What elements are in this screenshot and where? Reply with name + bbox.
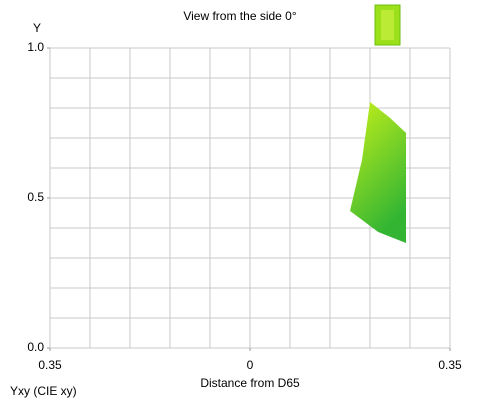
y-tick-label: 0.5 [27, 190, 44, 204]
y-tick-label: 1.0 [27, 40, 44, 54]
gamut-area [350, 102, 406, 243]
y-axis-label: Y [33, 21, 41, 35]
x-tick-label: 0.35 [38, 358, 62, 372]
chart-title: View from the side 0° [183, 9, 296, 23]
x-tick-label: 0.35 [438, 358, 462, 372]
y-tick-label: 0.0 [27, 340, 44, 354]
thumbnail-detail [381, 10, 394, 40]
x-tick-label: 0 [247, 358, 254, 372]
x-axis-label: Distance from D65 [200, 376, 300, 390]
footer-label: Yxy (CIE xy) [10, 384, 77, 398]
